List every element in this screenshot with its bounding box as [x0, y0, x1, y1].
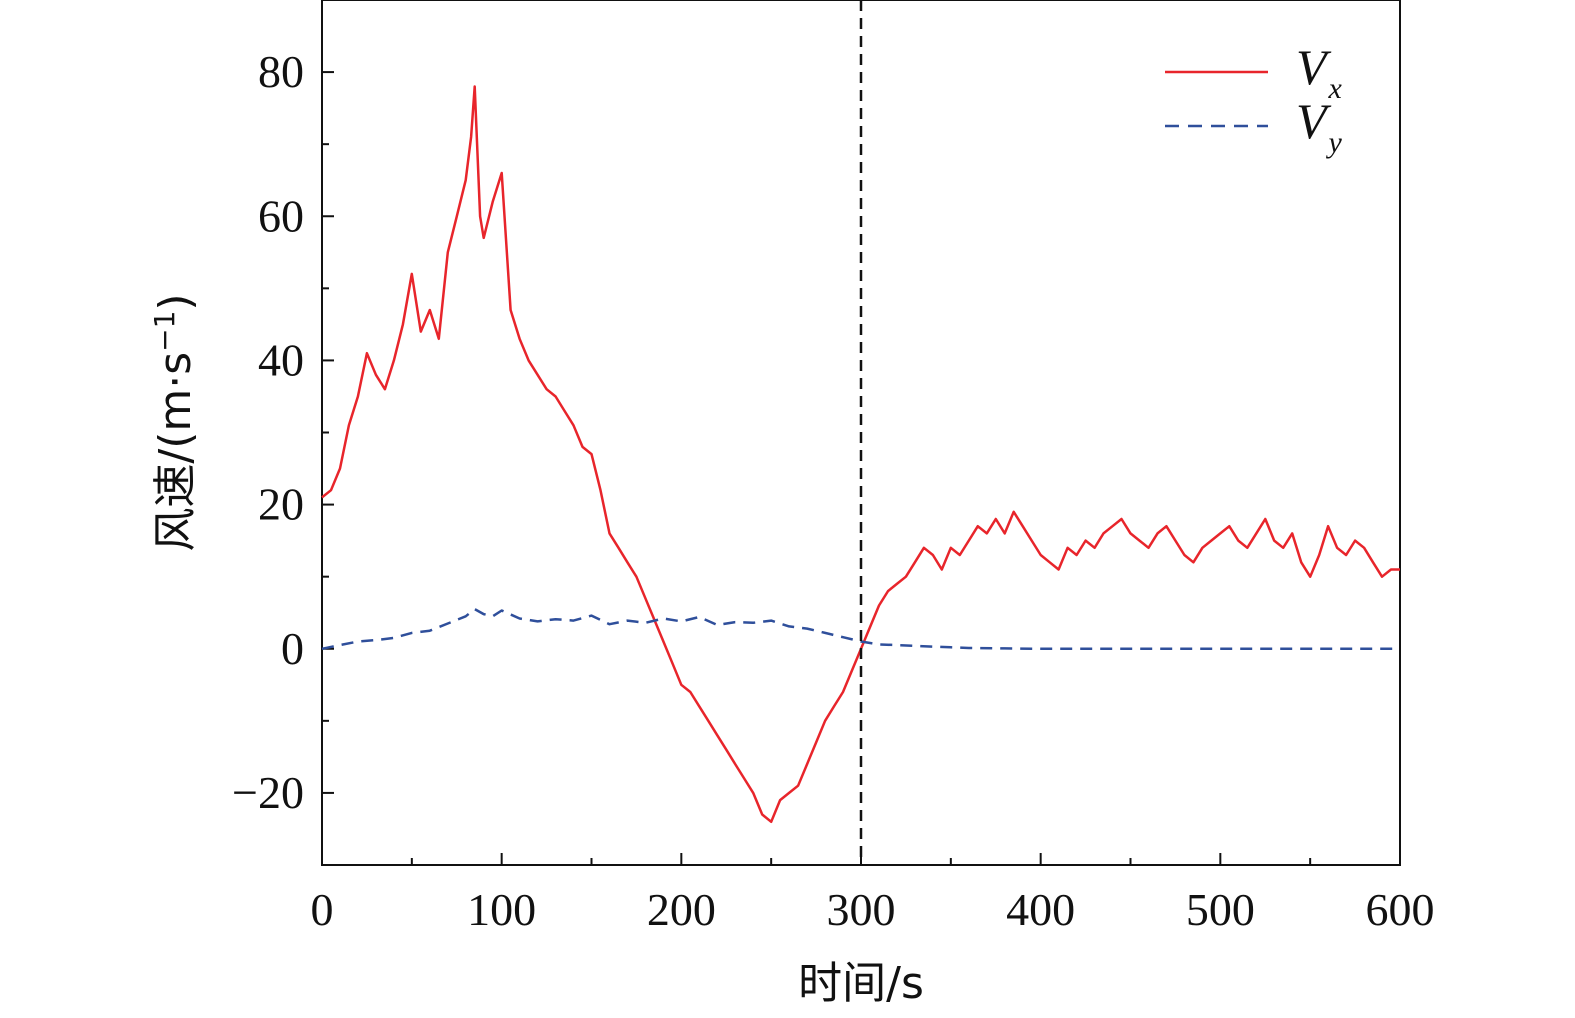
y-tick-label: 20	[258, 479, 304, 530]
x-tick-label: 100	[467, 884, 536, 935]
y-tick-label: 0	[281, 623, 304, 674]
y-axis-title: 风速/(m·s−1)	[148, 293, 201, 551]
y-axis-title-close: )	[150, 293, 201, 310]
y-tick-label: 60	[258, 190, 304, 241]
x-tick-label: 0	[311, 884, 334, 935]
y-axis-title-superscript: −1	[148, 311, 181, 352]
y-tick-label: 40	[258, 334, 304, 385]
legend-label-vx-name: V	[1296, 39, 1332, 95]
legend-label-vy: Vy	[1296, 93, 1343, 159]
x-tick-label: 200	[647, 884, 716, 935]
legend: Vx Vy	[1165, 39, 1343, 159]
legend-label-vy-name: V	[1296, 93, 1332, 149]
series-line-vy	[321, 607, 1400, 651]
series-layer	[321, 85, 1400, 824]
x-tick-label: 400	[1006, 884, 1075, 935]
series-line-vx	[321, 85, 1400, 824]
y-axis-ticks: −20 0 20 40 60 80	[232, 0, 334, 866]
legend-label-vy-subscript: y	[1326, 126, 1343, 159]
y-tick-label: −20	[232, 767, 304, 818]
legend-label-vx-subscript: x	[1328, 72, 1343, 105]
x-tick-label: 500	[1186, 884, 1255, 935]
x-tick-label: 300	[827, 884, 896, 935]
x-axis-ticks: 0 100 200 300 400 500 600	[311, 853, 1435, 935]
x-axis-title: 时间/s	[798, 958, 924, 1009]
x-tick-label: 600	[1366, 884, 1435, 935]
y-tick-label: 80	[258, 46, 304, 97]
y-axis-title-main: 风速/(m·s	[150, 352, 201, 552]
legend-label-vx: Vx	[1296, 39, 1343, 105]
